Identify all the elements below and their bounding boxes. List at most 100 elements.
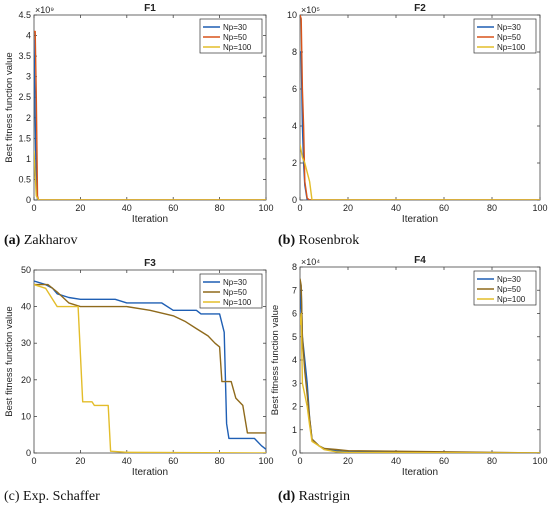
x-tick-label: 80: [487, 203, 497, 213]
x-axis-label: Iteration: [132, 214, 168, 225]
y-tick-label: 4.5: [18, 10, 31, 20]
series-line-np50: [34, 30, 266, 200]
x-tick-label: 40: [391, 203, 401, 213]
caption-b: (b) Rosenbrok: [278, 233, 360, 248]
y-tick-label: 3.5: [18, 51, 31, 61]
y-tick-label: 50: [21, 265, 31, 275]
x-tick-label: 20: [343, 456, 353, 466]
y-tick-label: 30: [21, 338, 31, 348]
x-tick-label: 0: [297, 456, 302, 466]
chart-f1: 0 20 40 60 80 100 0 0.5 1 1.5 2 2.5 3 3.5 4 4.5 F1 Iterat…: [4, 3, 274, 225]
chart-title: F4: [414, 255, 426, 266]
y-tick-label: 8: [292, 262, 297, 272]
y-tick-label: 2: [26, 113, 31, 123]
x-tick-label: 100: [258, 456, 273, 466]
x-tick-label: 60: [168, 456, 178, 466]
x-tick-label: 40: [391, 456, 401, 466]
y-tick-label: 0: [292, 195, 297, 205]
legend-label: Np=30: [497, 23, 521, 32]
chart-f4: 0 20 40 60 80 100 0 1 2 3 4 5 6 7 8 F4 Iteration Best fit…: [270, 255, 548, 478]
x-axis-label: Iteration: [402, 214, 438, 225]
axis-exponent: ×10⁹: [35, 5, 54, 15]
x-tick-label: 0: [31, 203, 36, 213]
x-tick-label: 20: [75, 203, 85, 213]
x-tick-label: 100: [532, 456, 547, 466]
legend-label: Np=50: [497, 33, 521, 42]
x-tick-label: 100: [532, 203, 547, 213]
x-tick-label: 80: [215, 456, 225, 466]
chart-title: F1: [144, 3, 156, 14]
legend-label: Np=100: [223, 298, 252, 307]
y-axis-label: Best fitness function value: [270, 305, 281, 415]
caption-d: (d) Rastrigin: [278, 489, 350, 504]
chart-f3: 0 20 40 60 80 100 0 10 20 30 40 50 F3 Iteration Best f…: [4, 258, 274, 478]
chart-title: F2: [414, 3, 426, 14]
axis-exponent: ×10⁵: [301, 5, 320, 15]
x-tick-label: 0: [31, 456, 36, 466]
x-tick-label: 60: [439, 203, 449, 213]
legend-label: Np=100: [223, 43, 252, 52]
y-tick-label: 0: [292, 448, 297, 458]
x-axis-label: Iteration: [132, 467, 168, 478]
x-tick-label: 80: [487, 456, 497, 466]
y-tick-label: 0: [26, 195, 31, 205]
y-axis-label: Best fitness function value: [4, 52, 15, 162]
y-tick-label: 2: [292, 158, 297, 168]
series-line-np50: [34, 283, 266, 434]
y-tick-label: 5: [292, 332, 297, 342]
y-tick-label: 1: [26, 154, 31, 164]
series-line-np100: [34, 283, 266, 453]
legend-label: Np=50: [223, 288, 247, 297]
series-line-np100: [34, 150, 266, 200]
y-tick-label: 4: [292, 121, 297, 131]
x-tick-label: 20: [343, 203, 353, 213]
y-tick-label: 6: [292, 309, 297, 319]
legend-label: Np=30: [497, 275, 521, 284]
legend-label: Np=30: [223, 23, 247, 32]
legend-label: Np=100: [497, 43, 526, 52]
series-line-np100: [300, 312, 540, 453]
series-line-np50: [300, 15, 540, 200]
x-tick-label: 40: [122, 456, 132, 466]
x-tick-label: 60: [439, 456, 449, 466]
y-tick-label: 40: [21, 302, 31, 312]
y-tick-label: 0.5: [18, 174, 31, 184]
legend-label: Np=50: [223, 33, 247, 42]
legend-label: Np=50: [497, 285, 521, 294]
caption-c: (c) Exp. Schaffer: [4, 489, 100, 504]
y-tick-label: 1.5: [18, 133, 31, 143]
y-tick-label: 20: [21, 375, 31, 385]
y-tick-label: 4: [26, 31, 31, 41]
y-tick-label: 8: [292, 47, 297, 57]
legend-label: Np=30: [223, 278, 247, 287]
y-tick-label: 2.5: [18, 92, 31, 102]
series-line-np100: [300, 144, 540, 200]
y-axis-label: Best fitness function value: [4, 306, 15, 416]
caption-a: (a) Zakharov: [4, 233, 78, 248]
x-tick-label: 40: [122, 203, 132, 213]
legend-label: Np=100: [497, 295, 526, 304]
chart-f2: 0 20 40 60 80 1000246810F2Iteration×10⁵Np=30N…: [287, 3, 548, 225]
y-tick-label: 0: [26, 448, 31, 458]
x-tick-label: 100: [258, 203, 273, 213]
y-tick-label: 2: [292, 402, 297, 412]
y-tick-label: 4: [292, 355, 297, 365]
axis-exponent: ×10⁴: [301, 257, 320, 267]
y-tick-label: 1: [292, 425, 297, 435]
y-tick-label: 3: [292, 378, 297, 388]
chart-title: F3: [144, 258, 156, 269]
x-axis-label: Iteration: [402, 467, 438, 478]
x-tick-label: 0: [297, 203, 302, 213]
y-tick-label: 6: [292, 84, 297, 94]
y-tick-label: 10: [21, 411, 31, 421]
x-tick-label: 60: [168, 203, 178, 213]
y-tick-label: 10: [287, 10, 297, 20]
y-tick-label: 3: [26, 72, 31, 82]
x-tick-label: 20: [75, 456, 85, 466]
y-tick-label: 7: [292, 285, 297, 295]
